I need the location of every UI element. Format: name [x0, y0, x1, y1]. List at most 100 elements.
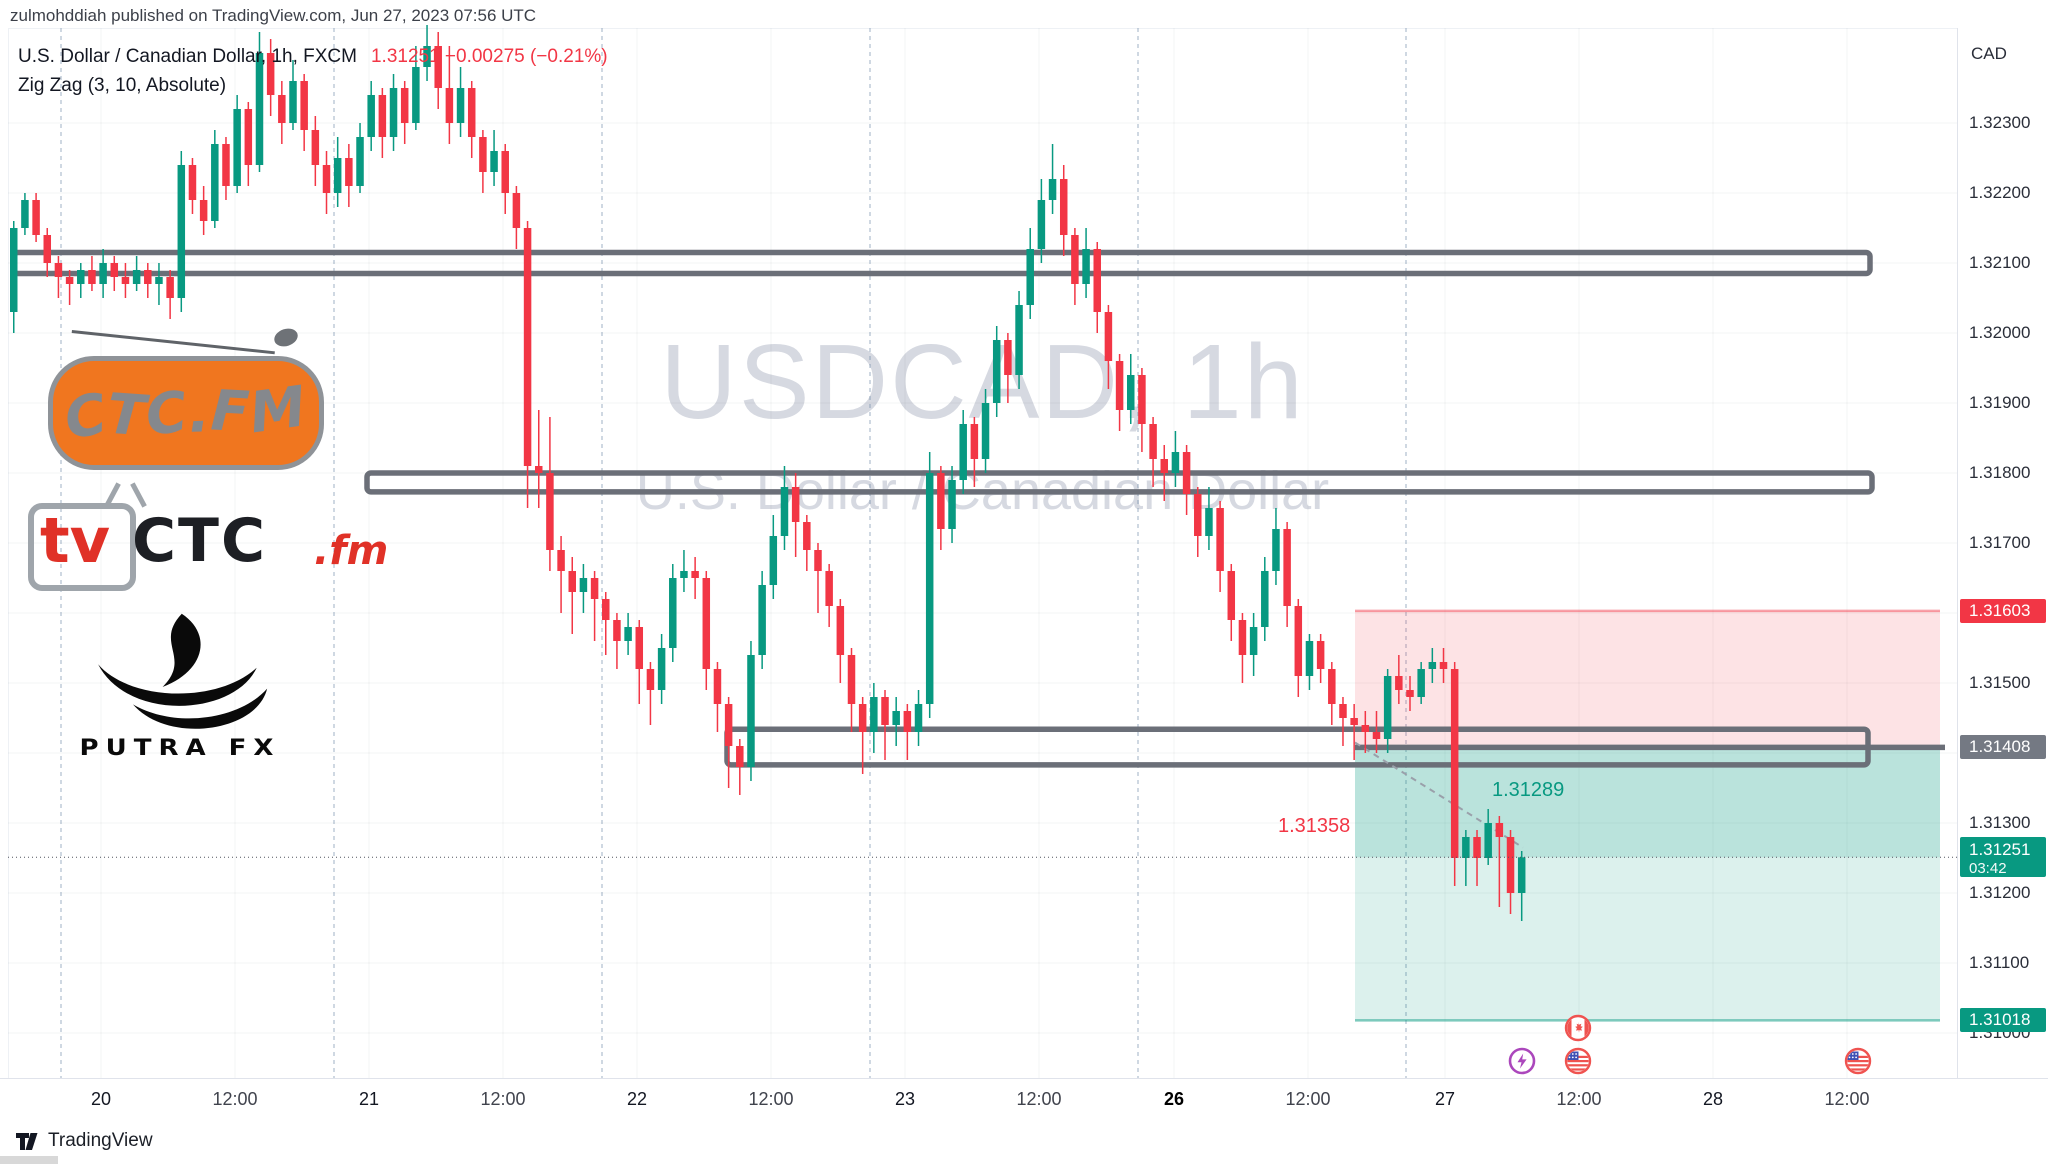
candle: [1428, 662, 1437, 669]
candle: [691, 571, 699, 578]
legend-symbol-row[interactable]: U.S. Dollar / Canadian Dollar, 1h, FXCM …: [18, 46, 608, 68]
candle: [1115, 361, 1124, 410]
candle: [1339, 704, 1347, 718]
candle: [345, 158, 353, 186]
tradingview-logo[interactable]: TradingView: [16, 1130, 153, 1152]
legend-indicator-row[interactable]: Zig Zag (3, 10, Absolute): [18, 75, 608, 97]
chart-legend[interactable]: U.S. Dollar / Canadian Dollar, 1h, FXCM …: [18, 46, 608, 104]
candle: [1182, 452, 1191, 494]
candle: [1249, 627, 1258, 655]
candle: [244, 109, 253, 165]
candle: [1004, 340, 1012, 375]
candle: [1149, 424, 1157, 459]
candle: [144, 270, 152, 284]
candle: [1450, 669, 1459, 858]
price-tick: 1.31200: [1969, 883, 2031, 902]
candle: [490, 151, 498, 172]
candle: [590, 578, 599, 599]
legend-price-change: 1.31251 −0.00275 (−0.21%): [370, 46, 608, 67]
time-tick: 23: [894, 1089, 916, 1109]
tvctc-ctc-text: CTC: [132, 506, 267, 576]
tvctc-logo: tv CTC .fm: [24, 480, 388, 591]
candle: [981, 403, 990, 459]
candle: [970, 424, 979, 459]
candle: [557, 550, 565, 571]
bottom-brand-bar: TradingView: [0, 1122, 2048, 1164]
candle: [858, 704, 867, 732]
candle: [1216, 508, 1224, 571]
session-break-lines: [60, 28, 1407, 1078]
candle: [1283, 529, 1291, 606]
candle: [992, 340, 1001, 403]
candle: [1328, 669, 1336, 704]
candle: [881, 697, 889, 725]
candle: [1316, 641, 1325, 669]
candle: [680, 571, 688, 578]
time-tick: 28: [1702, 1089, 1724, 1109]
tv-screen-icon: [28, 503, 136, 591]
candle: [88, 270, 96, 284]
candle: [222, 144, 230, 186]
candle: [1484, 823, 1492, 858]
candle: [925, 473, 934, 704]
candle: [10, 228, 18, 312]
candle: [199, 200, 208, 221]
candle: [579, 578, 588, 592]
chart-plot-area[interactable]: [8, 28, 1958, 1079]
zigzag-pivot-label-high: 1.31289: [1492, 779, 1565, 801]
us-flag-event-icon[interactable]: [1564, 1047, 1592, 1080]
time-tick: 21: [358, 1089, 380, 1109]
candle: [54, 263, 63, 277]
candle: [1439, 662, 1448, 669]
candle: [602, 599, 610, 620]
tvctc-fm-text: .fm: [314, 528, 389, 574]
zigzag-pivot-label-low: 1.31358: [1278, 815, 1351, 837]
price-tick: 1.31800: [1969, 463, 2031, 482]
candle: [255, 53, 264, 165]
candle: [311, 130, 320, 165]
candle: [534, 466, 543, 473]
candle: [1517, 857, 1526, 893]
candle: [914, 704, 923, 732]
candle: [1506, 837, 1515, 893]
candle: [1473, 837, 1481, 858]
high-volatility-event-icon[interactable]: [1508, 1047, 1536, 1080]
candle: [736, 746, 744, 767]
position-tool-zones[interactable]: [1355, 609, 1940, 1022]
entry-price-chip: 1.31408: [1960, 735, 2046, 760]
candle: [177, 165, 186, 298]
us-flag-event-icon[interactable]: [1844, 1047, 1872, 1080]
candle: [1037, 200, 1046, 249]
candle: [289, 81, 297, 123]
price-tick: 1.32300: [1969, 113, 2031, 132]
candle: [758, 585, 766, 655]
time-axis[interactable]: 20 12:00 21 12:00 22 12:00 23 12:00 26 12:00 27 12:…: [0, 1078, 2048, 1123]
candle: [412, 67, 420, 123]
putrafx-logo: PUTRA FX: [70, 612, 290, 763]
candle: [1406, 690, 1414, 697]
last-price-value: 1.31251: [1969, 840, 2031, 860]
candle: [814, 550, 822, 571]
price-axis[interactable]: CAD 1.32300 1.32200 1.32100 1.32000 1.31900 1…: [1957, 28, 2048, 1078]
candle: [948, 480, 956, 529]
putrafx-logo-text: PUTRA FX: [79, 735, 281, 761]
candle: [1350, 718, 1358, 725]
last-price-chip: 1.31251 03:42: [1960, 837, 2046, 878]
level-box-resistance-mid: [364, 470, 1875, 495]
legend-symbol-title: U.S. Dollar / Canadian Dollar, 1h, FXCM: [18, 46, 357, 67]
published-byline: zulmohddiah published on TradingView.com…: [10, 6, 537, 25]
candle: [1495, 823, 1504, 837]
candle: [1171, 452, 1180, 473]
price-tick: 1.32100: [1969, 253, 2031, 272]
candle: [32, 200, 40, 235]
candle: [211, 144, 219, 221]
candle: [1261, 571, 1269, 627]
time-tick: 20: [90, 1089, 112, 1109]
candle: [870, 697, 878, 732]
candle: [110, 263, 119, 277]
canada-flag-event-icon[interactable]: [1564, 1014, 1592, 1047]
candle: [1361, 725, 1370, 732]
candle: [1059, 179, 1068, 235]
candle: [445, 88, 454, 123]
